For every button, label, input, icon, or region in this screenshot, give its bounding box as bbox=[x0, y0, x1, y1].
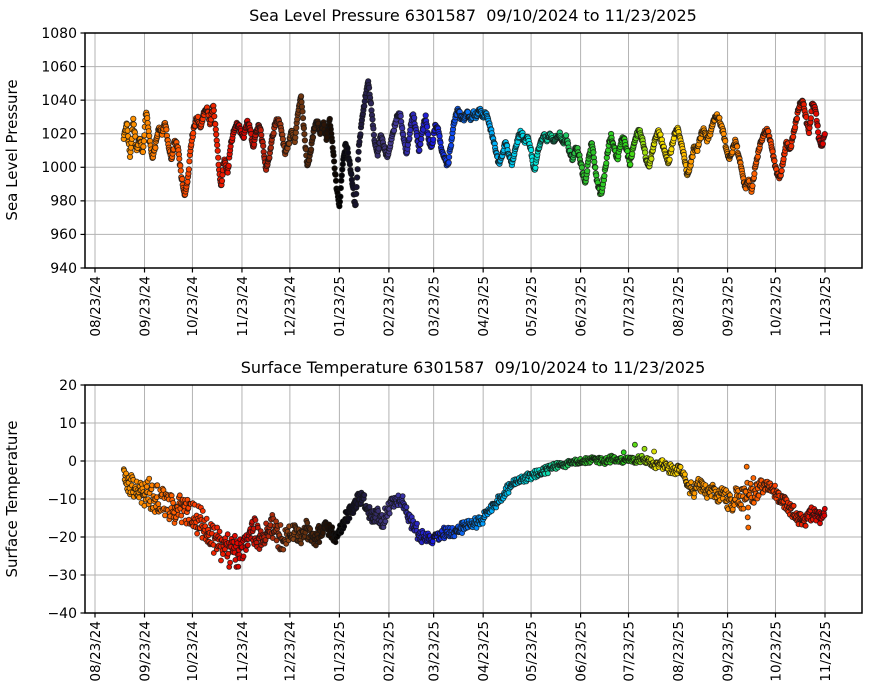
x-tick-label: 11/23/24 bbox=[235, 276, 251, 337]
x-tick-label: 11/23/24 bbox=[235, 621, 251, 682]
pressure-chart-title: Sea Level Pressure 6301587 09/10/2024 to… bbox=[249, 6, 697, 25]
y-tick-label: 1040 bbox=[41, 93, 77, 109]
x-tick-label: 08/23/24 bbox=[88, 621, 104, 682]
x-tick-label: 01/23/25 bbox=[332, 621, 348, 682]
grid-lines bbox=[85, 32, 862, 269]
x-tick-label: 09/23/24 bbox=[137, 276, 153, 337]
x-tick-label: 06/23/25 bbox=[573, 276, 589, 337]
axis-ticks: 08/23/24 09/23/24 10/23/24 11/23/24 12/23/24… bbox=[47, 378, 833, 682]
x-tick-label: 03/23/25 bbox=[426, 276, 442, 337]
pressure-chart: Sea Level Pressure 6301587 09/10/2024 to… bbox=[3, 6, 863, 337]
y-tick-label: 20 bbox=[59, 378, 77, 394]
y-tick-label: 960 bbox=[50, 227, 77, 243]
y-tick-label: 1060 bbox=[41, 59, 77, 75]
temperature-y-axis-label: Surface Temperature bbox=[3, 421, 21, 578]
y-tick-label: 10 bbox=[59, 416, 77, 432]
pressure-series bbox=[120, 78, 828, 210]
x-tick-label: 10/23/24 bbox=[185, 276, 201, 337]
x-tick-label: 08/23/25 bbox=[671, 621, 687, 682]
x-tick-label: 10/23/25 bbox=[768, 276, 784, 337]
temperature-series bbox=[120, 441, 828, 570]
x-tick-label: 09/23/24 bbox=[137, 621, 153, 682]
axis-ticks: 08/23/24 09/23/24 10/23/24 11/23/24 12/23/24… bbox=[41, 26, 833, 337]
x-tick-label: 04/23/25 bbox=[476, 276, 492, 337]
y-tick-label: 0 bbox=[68, 454, 77, 470]
x-tick-label: 11/23/25 bbox=[818, 621, 834, 682]
x-tick-label: 07/23/25 bbox=[621, 621, 637, 682]
x-tick-label: 06/23/25 bbox=[573, 621, 589, 682]
y-tick-label: −30 bbox=[47, 568, 77, 584]
y-tick-label: 980 bbox=[50, 194, 77, 210]
x-tick-label: 05/23/25 bbox=[524, 621, 540, 682]
x-tick-label: 02/23/25 bbox=[382, 621, 398, 682]
y-tick-label: −20 bbox=[47, 530, 77, 546]
axes-spines bbox=[84, 32, 863, 269]
x-tick-label: 01/23/25 bbox=[332, 276, 348, 337]
x-tick-label: 10/23/24 bbox=[185, 621, 201, 682]
x-tick-label: 03/23/25 bbox=[426, 621, 442, 682]
y-tick-label: −10 bbox=[47, 492, 77, 508]
x-tick-label: 09/23/25 bbox=[720, 276, 736, 337]
y-tick-label: −40 bbox=[47, 606, 77, 622]
temperature-chart-title: Surface Temperature 6301587 09/10/2024 t… bbox=[241, 358, 706, 377]
x-tick-label: 11/23/25 bbox=[818, 276, 834, 337]
x-tick-label: 04/23/25 bbox=[476, 621, 492, 682]
temperature-chart: Surface Temperature 6301587 09/10/2024 t… bbox=[3, 358, 863, 682]
x-tick-label: 09/23/25 bbox=[720, 621, 736, 682]
x-tick-label: 05/23/25 bbox=[524, 276, 540, 337]
pressure-plot-area: 08/23/24 09/23/24 10/23/24 11/23/24 12/23/24… bbox=[41, 26, 863, 337]
y-tick-label: 1020 bbox=[41, 127, 77, 143]
x-tick-label: 12/23/24 bbox=[283, 621, 299, 682]
x-tick-label: 10/23/25 bbox=[768, 621, 784, 682]
y-tick-label: 1080 bbox=[41, 26, 77, 42]
x-tick-label: 08/23/24 bbox=[88, 276, 104, 337]
x-tick-label: 07/23/25 bbox=[621, 276, 637, 337]
y-tick-label: 1000 bbox=[41, 160, 77, 176]
temperature-plot-area: 08/23/24 09/23/24 10/23/24 11/23/24 12/23/24… bbox=[47, 378, 863, 682]
x-tick-label: 08/23/25 bbox=[671, 276, 687, 337]
x-tick-label: 02/23/25 bbox=[382, 276, 398, 337]
x-tick-label: 12/23/24 bbox=[283, 276, 299, 337]
pressure-y-axis-label: Sea Level Pressure bbox=[3, 79, 21, 220]
y-tick-label: 940 bbox=[50, 261, 77, 277]
